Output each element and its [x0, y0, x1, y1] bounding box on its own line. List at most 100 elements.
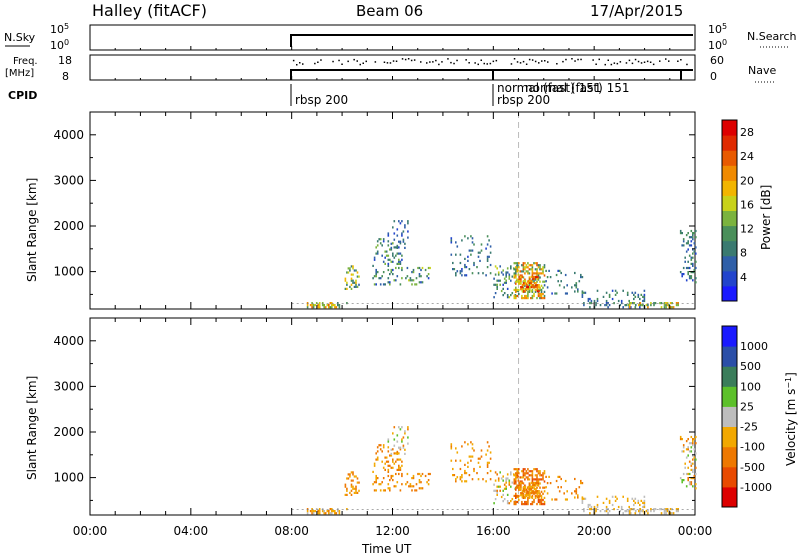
- echo-cell: [510, 265, 512, 268]
- echo-cell: [508, 502, 511, 505]
- echo-cell: [518, 275, 521, 278]
- echo-cell: [596, 297, 599, 301]
- echo-cell: [633, 302, 636, 305]
- colorbar-segment: [722, 240, 737, 257]
- echo-cell: [335, 512, 338, 515]
- echo-cell: [505, 479, 507, 482]
- echo-cell: [536, 286, 539, 289]
- echo-cell: [639, 306, 641, 309]
- echo-cell: [393, 444, 396, 447]
- echo-cell: [395, 246, 397, 249]
- echo-cell: [390, 268, 393, 272]
- echo-cell: [379, 238, 382, 241]
- echo-cell: [407, 436, 409, 439]
- nave-dot: [513, 58, 516, 60]
- echo-cell: [599, 510, 602, 513]
- echo-cell: [521, 288, 524, 291]
- echo-cell: [480, 243, 483, 246]
- echo-cell: [537, 472, 540, 475]
- echo-cell: [684, 462, 686, 465]
- echo-cell: [515, 476, 517, 479]
- echo-cell: [580, 482, 582, 485]
- echo-cell: [468, 268, 471, 271]
- velocity-ylabel: Slant Range [km]: [25, 376, 39, 480]
- echo-cell: [379, 483, 382, 486]
- echo-cell: [516, 472, 519, 475]
- echo-cell: [349, 475, 351, 478]
- echo-cell: [527, 270, 529, 273]
- echo-cell: [675, 508, 678, 511]
- echo-cell: [398, 262, 400, 265]
- echo-cell: [611, 503, 614, 507]
- echo-cell: [470, 235, 472, 238]
- echo-cell: [660, 512, 663, 515]
- echo-cell: [650, 510, 652, 513]
- echo-cell: [323, 306, 325, 309]
- echo-cell: [497, 479, 500, 482]
- echo-cell: [542, 476, 544, 479]
- echo-cell: [411, 485, 413, 488]
- echo-cell: [608, 293, 611, 296]
- echo-cell: [408, 485, 410, 488]
- echo-cell: [337, 302, 339, 305]
- echo-cell: [401, 258, 403, 261]
- echo-cell: [385, 456, 388, 459]
- nsearch-tick-top: 105: [708, 22, 727, 37]
- echo-cell: [693, 242, 696, 245]
- echo-cell: [349, 267, 351, 270]
- echo-cell: [574, 290, 576, 293]
- echo-cell: [309, 510, 312, 513]
- echo-cell: [542, 503, 544, 506]
- echo-cell: [528, 264, 531, 267]
- echo-cell: [650, 508, 652, 511]
- echo-cell: [471, 272, 474, 275]
- echo-cell: [542, 472, 544, 475]
- echo-cell: [326, 304, 329, 307]
- echo-cell: [539, 280, 541, 283]
- echo-cell: [531, 290, 534, 293]
- echo-cell: [337, 508, 339, 511]
- echo-cell: [496, 283, 498, 286]
- time-axis-label: Time UT: [361, 542, 412, 554]
- echo-cell: [515, 274, 517, 277]
- echo-cell: [523, 487, 525, 491]
- nave-dot: [577, 58, 579, 61]
- echo-cell: [633, 503, 635, 507]
- echo-cell: [665, 510, 667, 513]
- echo-cell: [537, 494, 540, 497]
- nave-dot: [646, 60, 649, 63]
- colorbar-segment: [722, 466, 737, 488]
- echo-cell: [629, 512, 631, 515]
- echo-cell: [614, 495, 617, 498]
- echo-cell: [537, 278, 540, 281]
- echo-cell: [642, 505, 644, 509]
- echo-cell: [476, 472, 478, 475]
- echo-cell: [531, 470, 534, 473]
- echo-cell: [459, 270, 462, 273]
- echo-cell: [502, 283, 504, 286]
- echo-cell: [482, 478, 484, 481]
- echo-cell: [526, 286, 528, 289]
- nave-dot: [465, 59, 467, 61]
- echo-cell: [542, 498, 544, 502]
- echo-cell: [496, 493, 498, 496]
- echo-cell: [528, 474, 531, 477]
- echo-cell: [540, 496, 543, 499]
- echo-cell: [382, 240, 385, 243]
- echo-cell: [424, 268, 427, 272]
- echo-cell: [521, 503, 523, 506]
- echo-cell: [306, 508, 309, 511]
- y-tick-label: 4000: [53, 128, 84, 142]
- echo-cell: [539, 486, 541, 489]
- echo-cell: [401, 483, 403, 486]
- echo-cell: [331, 306, 333, 309]
- nave-dot: [407, 58, 410, 60]
- echo-cell: [660, 306, 663, 309]
- echo-cell: [690, 481, 693, 484]
- echo-cell: [402, 238, 405, 241]
- echo-cell: [532, 492, 534, 495]
- nave-dot: [659, 60, 661, 62]
- echo-cell: [527, 286, 530, 289]
- echo-cell: [575, 282, 578, 285]
- echo-cell: [690, 244, 693, 247]
